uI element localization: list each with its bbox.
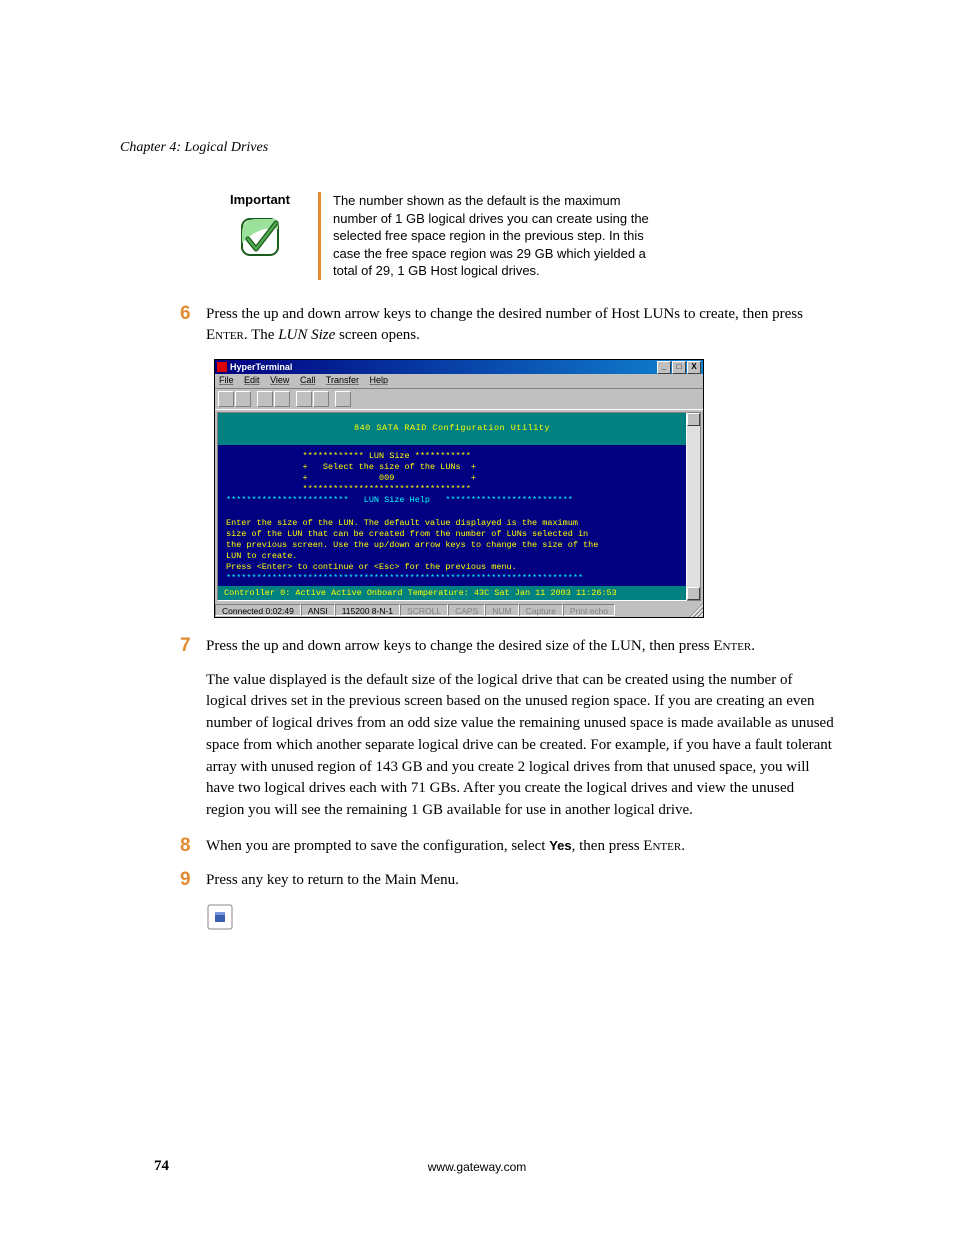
step-number: 8 [120,836,206,858]
step-number: 6 [120,304,206,348]
key-enter: Enter [643,838,681,854]
important-left: Important [210,192,318,280]
minimize-button[interactable]: _ [657,361,671,374]
line: ************************ LUN Size Help *… [226,495,573,505]
toolbar-button[interactable] [274,391,290,407]
step-body: When you are prompted to save the config… [206,836,834,858]
chapter-header: Chapter 4: Logical Drives [120,140,834,156]
line: LUN to create. [226,551,297,561]
utility-title: 840 SATA RAID Configuration Utility [218,413,686,445]
step-9: 9 Press any key to return to the Main Me… [120,870,834,892]
maximize-button[interactable]: □ [672,361,686,374]
footer-url: www.gateway.com [428,1160,526,1174]
text: . [681,838,685,854]
scroll-up-button[interactable] [687,413,700,426]
checkmark-badge-icon [236,213,284,261]
status-caps: CAPS [448,604,485,616]
page: Chapter 4: Logical Drives Important The … [0,0,954,1235]
text: screen opens. [335,327,420,343]
toolbar-button[interactable] [257,391,273,407]
important-divider [318,192,321,280]
status-printecho: Print echo [563,604,615,616]
page-number: 74 [154,1158,169,1175]
step-body: Press the up and down arrow keys to chan… [206,304,834,348]
status-bar: Connected 0:02:49 ANSI 115200 8-N-1 SCRO… [215,603,703,617]
line: ****************************************… [226,573,583,583]
status-emulation: ANSI [301,604,335,616]
menu-view[interactable]: View [270,375,289,385]
app-icon [217,362,227,372]
step-number: 9 [120,870,206,892]
terminal-body: ************ LUN Size *********** + Sele… [218,445,686,586]
resize-grip-icon[interactable] [689,603,703,617]
window-title: HyperTerminal [230,362,657,372]
toolbar-button[interactable] [335,391,351,407]
hyperterminal-window: HyperTerminal _ □ X File Edit View Call … [214,359,704,618]
step-6: 6 Press the up and down arrow keys to ch… [120,304,834,348]
status-connected: Connected 0:02:49 [215,604,301,616]
line: the previous screen. Use the up/down arr… [226,540,598,550]
status-capture: Capture [519,604,563,616]
text: Press the up and down arrow keys to chan… [206,638,713,654]
line: ************ LUN Size *********** [226,451,471,461]
step-body: Press the up and down arrow keys to chan… [206,636,834,658]
content-wrap: 840 SATA RAID Configuration Utility ****… [215,410,703,603]
line: + Select the size of the LUNs + [226,462,476,472]
menu-bar: File Edit View Call Transfer Help [215,374,703,388]
text: Press the up and down arrow keys to chan… [206,306,803,322]
status-num: NUM [485,604,518,616]
toolbar-button[interactable] [313,391,329,407]
line: + 009 + [226,473,476,483]
text: . The [244,327,278,343]
important-label: Important [230,192,290,207]
line: Enter the size of the LUN. The default v… [226,518,578,528]
key-enter: Enter [206,327,244,343]
text: When you are prompted to save the config… [206,838,549,854]
scrollbar[interactable] [687,412,701,601]
terminal-content: 840 SATA RAID Configuration Utility ****… [217,412,687,601]
end-of-procedure-icon [206,903,834,936]
step-7: 7 Press the up and down arrow keys to ch… [120,636,834,658]
scroll-track[interactable] [687,426,700,587]
status-scroll: SCROLL [400,604,448,616]
menu-transfer[interactable]: Transfer [326,375,359,385]
status-settings: 115200 8-N-1 [335,604,400,616]
paragraph: The value displayed is the default size … [206,670,834,822]
menu-help[interactable]: Help [370,375,389,385]
window-controls: _ □ X [657,361,701,374]
toolbar-button[interactable] [296,391,312,407]
ui-yes: Yes [549,838,571,853]
menu-call[interactable]: Call [300,375,316,385]
scroll-down-button[interactable] [687,587,700,600]
toolbar [215,388,703,410]
important-callout: Important The number shown as the defaul… [210,192,834,280]
close-button[interactable]: X [687,361,701,374]
menu-file[interactable]: File [219,375,234,385]
menu-edit[interactable]: Edit [244,375,260,385]
toolbar-button[interactable] [235,391,251,407]
line: ********************************* [226,484,471,494]
step-body: Press any key to return to the Main Menu… [206,870,834,892]
controller-status: Controller 0: Active Active Onboard Temp… [218,586,686,600]
step-8: 8 When you are prompted to save the conf… [120,836,834,858]
screen-name: LUN Size [278,327,335,343]
important-text: The number shown as the default is the m… [333,192,653,280]
titlebar: HyperTerminal _ □ X [215,360,703,374]
line: Press <Enter> to continue or <Esc> for t… [226,562,517,572]
page-footer: 74 www.gateway.com [0,1158,954,1175]
step-number: 7 [120,636,206,658]
line: size of the LUN that can be created from… [226,529,588,539]
key-enter: Enter [713,638,751,654]
text: , then press [572,838,644,854]
text: . [751,638,755,654]
toolbar-button[interactable] [218,391,234,407]
